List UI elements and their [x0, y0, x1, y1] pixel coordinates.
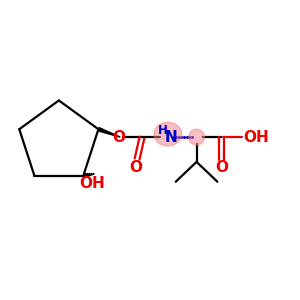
Text: H: H — [158, 124, 168, 137]
Text: N: N — [164, 130, 177, 145]
Text: O: O — [215, 160, 228, 175]
Text: OH: OH — [243, 130, 269, 145]
Text: OH: OH — [80, 176, 105, 191]
Text: O: O — [130, 160, 142, 175]
Ellipse shape — [154, 122, 182, 146]
Text: O: O — [112, 130, 125, 145]
Polygon shape — [98, 128, 120, 137]
Ellipse shape — [189, 129, 205, 145]
